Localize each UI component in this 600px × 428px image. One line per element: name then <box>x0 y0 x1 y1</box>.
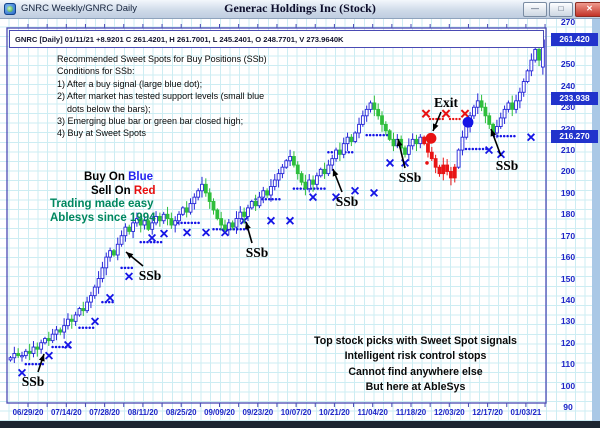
window-controls: — □ ✕ <box>523 2 600 17</box>
title-bar: GNRC Weekly/GNRC Daily Generac Holdings … <box>0 0 600 19</box>
buy-signal-dot <box>462 116 474 128</box>
window-title-company: Generac Holdings Inc (Stock) <box>224 1 376 15</box>
close-button[interactable]: ✕ <box>575 2 600 17</box>
exit-signal-dot <box>425 132 437 144</box>
promo-trading-made-easy: Trading made easy <box>50 198 154 210</box>
minimize-button[interactable]: — <box>523 2 547 17</box>
quote-bar: GNRC [Daily] 01/11/21 +8.9201 C 261.4201… <box>9 30 544 48</box>
chart-background-grid <box>0 18 592 421</box>
sweet-spot-conditions-text: Recommended Sweet Spots for Buy Position… <box>57 54 267 139</box>
candlesticks <box>8 39 545 364</box>
marketing-line: Top stock picks with Sweet Spot signals <box>314 335 517 347</box>
chart-frame <box>6 24 547 407</box>
restore-button[interactable]: □ <box>549 2 573 17</box>
promo-buy-word: Blue <box>128 171 154 183</box>
window-bottom-border <box>0 421 600 428</box>
marketing-line: Intelligent risk control stops <box>344 350 487 363</box>
marketing-line: But here at AbleSys <box>365 380 466 393</box>
promo-buy-on-blue: Buy On Blue <box>84 171 153 183</box>
promo-sell-prefix: Sell On <box>91 185 134 197</box>
marketing-line: Cannot find anywhere else <box>348 365 483 378</box>
promo-ablesys-since: Ablesys since 1994 <box>50 212 156 224</box>
annotation-arrows <box>37 111 502 373</box>
quote-line: GNRC [Daily] 01/11/21 +8.9201 C 261.4201… <box>15 35 344 44</box>
promo-sell-word: Red <box>133 185 156 197</box>
marketing-text-block: Top stock picks with Sweet Spot signals … <box>293 334 538 395</box>
promo-buy-prefix: Buy On <box>84 171 129 183</box>
promo-sell-on-red: Sell On Red <box>91 185 156 197</box>
sell-signal-x-marks <box>421 109 470 165</box>
window-right-border <box>592 18 600 421</box>
window-title-symbols: GNRC Weekly/GNRC Daily <box>21 3 137 14</box>
app-icon <box>4 3 16 15</box>
